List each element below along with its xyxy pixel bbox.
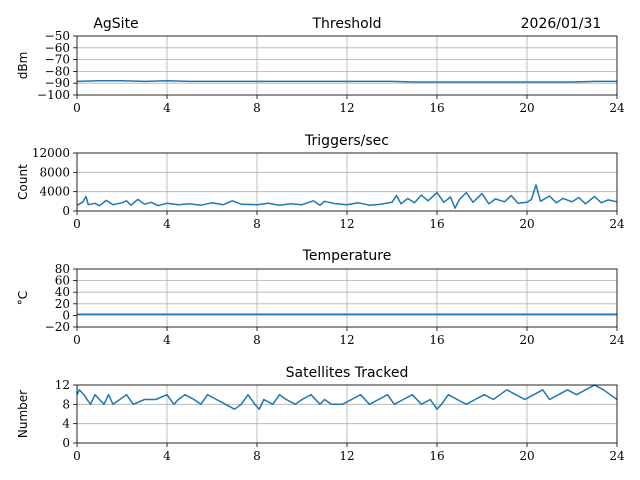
satellites-ytick-label-0: 0	[62, 436, 70, 450]
triggers-ytick-label-0: 0	[62, 204, 70, 218]
threshold-panel: 0 4 8 12 16 20 24 −100−90−80−70−60−50 Threshold d…	[16, 16, 625, 115]
triggers-xtick-label-6: 24	[609, 217, 625, 231]
triggers-series-line-0	[76, 184, 618, 209]
satellites-xtick-label-2: 8	[253, 449, 261, 463]
temperature-ytick-label-2: 20	[55, 297, 70, 311]
satellites-ytick-label-3: 12	[55, 378, 70, 392]
satellites-ytick-label-2: 8	[62, 397, 70, 411]
satellites-ytick-label-1: 4	[62, 417, 70, 431]
temperature-xtick-label-4: 16	[429, 333, 444, 347]
threshold-ytick-label-5: −50	[45, 29, 70, 43]
temperature-chart-title: Temperature	[302, 248, 392, 264]
satellites-ylabel: Number	[16, 390, 30, 438]
triggers-xtick-label-1: 4	[163, 217, 171, 231]
temperature-ytick-label-1: 0	[62, 308, 70, 322]
temperature-ylabel: °C	[16, 291, 30, 305]
threshold-series-line-0	[76, 80, 617, 83]
temperature-xtick-label-0: 0	[73, 333, 81, 347]
satellites-chart-title: Satellites Tracked	[286, 365, 409, 381]
triggers-ytick-label-1: 4000	[39, 185, 70, 199]
temperature-xtick-label-2: 8	[253, 333, 261, 347]
threshold-ytick-label-1: −90	[45, 76, 70, 90]
threshold-xtick-label-5: 20	[519, 101, 534, 115]
threshold-xtick-label-4: 16	[429, 101, 444, 115]
satellites-xtick-label-4: 16	[429, 449, 444, 463]
triggers-xtick-label-5: 20	[519, 217, 534, 231]
threshold-xtick-label-2: 8	[253, 101, 261, 115]
satellites-xtick-label-1: 4	[163, 449, 171, 463]
triggers-xtick-label-2: 8	[253, 217, 261, 231]
triggers-xtick-label-4: 16	[429, 217, 444, 231]
threshold-ylabel: dBm	[16, 52, 30, 80]
threshold-xtick-label-6: 24	[609, 101, 625, 115]
triggers-chart-title: Triggers/sec	[304, 133, 389, 149]
temperature-ytick-label-3: 40	[55, 285, 70, 299]
threshold-xtick-label-0: 0	[73, 101, 81, 115]
temperature-ytick-label-4: 60	[55, 274, 70, 288]
temperature-ytick-label-0: −20	[45, 320, 70, 334]
date-label: 2026/01/31	[521, 16, 602, 32]
threshold-ytick-label-4: −60	[45, 41, 70, 55]
threshold-ytick-label-3: −70	[45, 53, 70, 67]
satellites-xtick-label-5: 20	[519, 449, 534, 463]
site-name: AgSite	[93, 16, 138, 32]
threshold-ytick-label-2: −80	[45, 64, 70, 78]
threshold-chart-title: Threshold	[312, 16, 382, 32]
threshold-ytick-label-0: −100	[37, 88, 70, 102]
triggers-xtick-label-0: 0	[73, 217, 81, 231]
satellites-xtick-label-0: 0	[73, 449, 81, 463]
satellites-series-line-0	[76, 384, 618, 410]
threshold-xtick-label-1: 4	[163, 101, 171, 115]
triggers-panel: 0 4 8 12 16 20 24 0 4000 8000 12000 Triggers/sec Cou…	[16, 133, 625, 231]
panels: 0 4 8 12 16 20 24 −100−90−80−70−60−50 Threshold d…	[16, 16, 625, 463]
temperature-xtick-label-3: 12	[339, 333, 354, 347]
temperature-xtick-label-1: 4	[163, 333, 171, 347]
temperature-xtick-label-6: 24	[609, 333, 625, 347]
satellites-xtick-label-6: 24	[609, 449, 625, 463]
satellites-panel: 0 4 8 12 16 20 24 0 4 8 12 Satellites Tracked Number	[16, 365, 625, 463]
triggers-ytick-label-3: 12000	[32, 146, 70, 160]
triggers-ylabel: Count	[16, 164, 30, 200]
temperature-xtick-label-5: 20	[519, 333, 534, 347]
triggers-ytick-label-2: 8000	[39, 165, 70, 179]
threshold-xtick-label-3: 12	[339, 101, 354, 115]
triggers-xtick-label-3: 12	[339, 217, 354, 231]
satellites-xtick-label-3: 12	[339, 449, 354, 463]
temperature-ytick-label-5: 80	[55, 262, 70, 276]
